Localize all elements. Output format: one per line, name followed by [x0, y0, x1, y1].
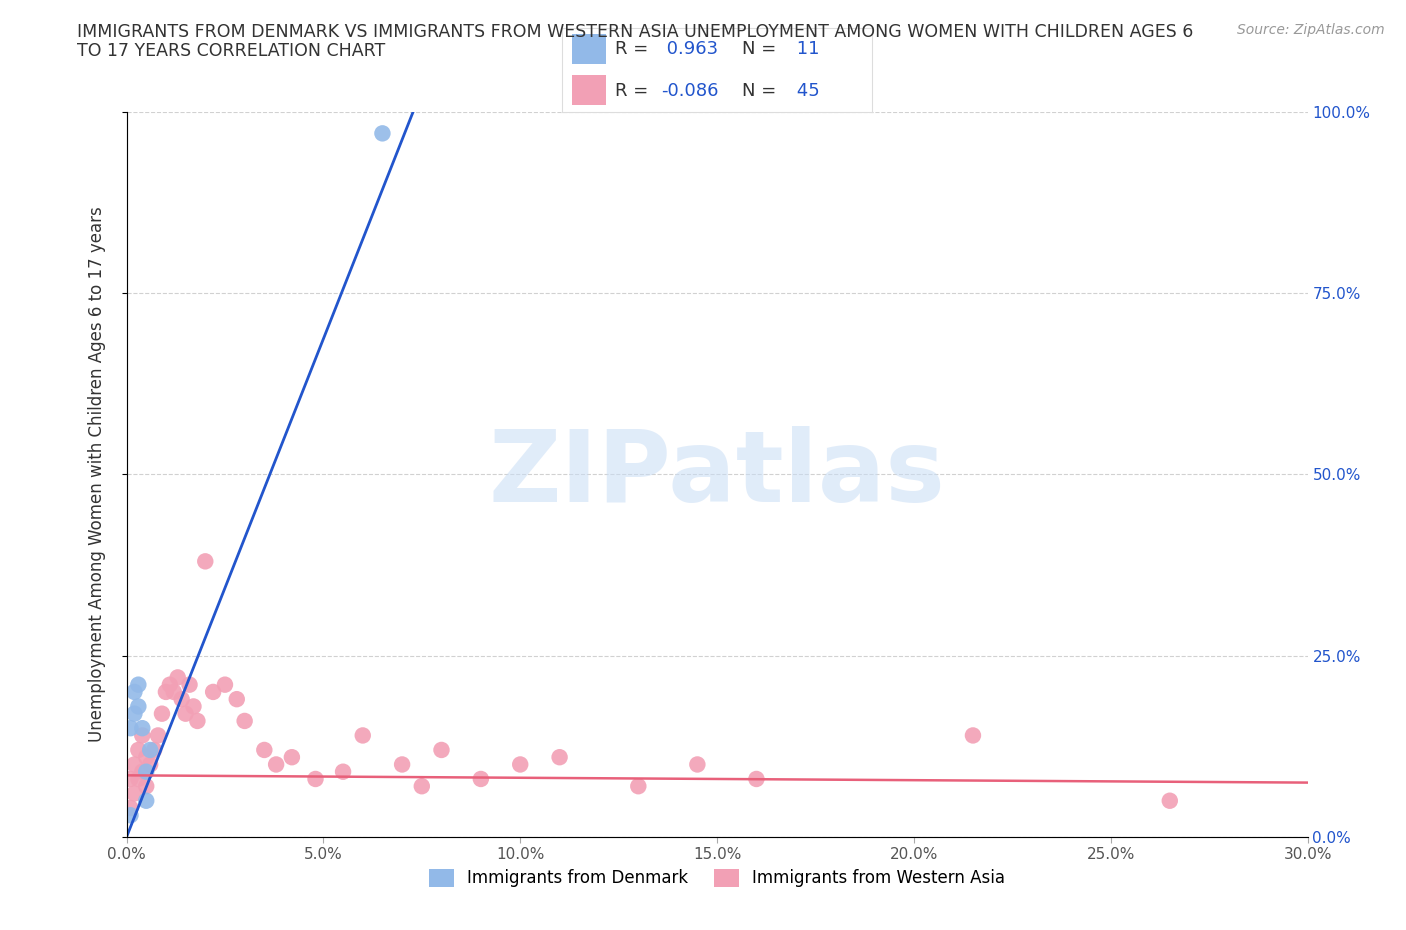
Point [214, 677, 236, 692]
Text: Source: ZipAtlas.com: Source: ZipAtlas.com [1237, 23, 1385, 37]
Text: R =: R = [614, 82, 648, 100]
Point [183, 699, 205, 714]
Legend: Immigrants from Denmark, Immigrants from Western Asia: Immigrants from Denmark, Immigrants from… [422, 862, 1012, 894]
Point [127, 677, 149, 692]
Point [120, 721, 142, 736]
Bar [572, 74, 606, 105]
Text: TO 17 YEARS CORRELATION CHART: TO 17 YEARS CORRELATION CHART [77, 42, 385, 60]
Point [332, 764, 354, 779]
Point [135, 750, 157, 764]
Point [166, 670, 188, 684]
Point [135, 778, 157, 793]
Text: N =: N = [742, 82, 776, 100]
Point [124, 684, 146, 699]
Point [120, 808, 142, 823]
Point [159, 677, 181, 692]
Point [155, 684, 177, 699]
Text: ZIPatlas: ZIPatlas [489, 426, 945, 523]
Point [139, 757, 162, 772]
Point [264, 757, 287, 772]
Point [127, 699, 149, 714]
Point [745, 772, 768, 787]
Point [202, 684, 225, 699]
Point [281, 750, 304, 764]
Point [127, 742, 149, 757]
Y-axis label: Unemployment Among Women with Children Ages 6 to 17 years: Unemployment Among Women with Children A… [87, 206, 105, 742]
Point [174, 706, 197, 721]
Point [146, 728, 169, 743]
Point [548, 750, 571, 764]
Point [127, 772, 149, 787]
Point [411, 778, 433, 793]
Point [131, 721, 153, 736]
Text: IMMIGRANTS FROM DENMARK VS IMMIGRANTS FROM WESTERN ASIA UNEMPLOYMENT AMONG WOMEN: IMMIGRANTS FROM DENMARK VS IMMIGRANTS FR… [77, 23, 1194, 41]
Point [686, 757, 709, 772]
Point [627, 778, 650, 793]
Point [135, 764, 157, 779]
Point [150, 706, 173, 721]
Point [135, 793, 157, 808]
Point [163, 684, 186, 699]
Text: 0.963: 0.963 [661, 40, 718, 58]
Point [430, 742, 453, 757]
Point [143, 742, 166, 757]
Point [179, 677, 201, 692]
Point [253, 742, 276, 757]
Point [509, 757, 531, 772]
Point [391, 757, 413, 772]
Point [186, 713, 208, 728]
Point [352, 728, 374, 743]
Point [131, 764, 153, 779]
Point [371, 126, 394, 140]
Text: 45: 45 [792, 82, 820, 100]
Text: -0.086: -0.086 [661, 82, 718, 100]
Point [170, 692, 193, 707]
Text: N =: N = [742, 40, 776, 58]
Point [131, 728, 153, 743]
Bar [572, 33, 606, 64]
Point [139, 742, 162, 757]
Point [962, 728, 984, 743]
Point [225, 692, 247, 707]
Point [124, 786, 146, 801]
Point [120, 801, 142, 816]
Point [194, 554, 217, 569]
Point [124, 757, 146, 772]
Point [124, 706, 146, 721]
Point [1159, 793, 1181, 808]
Text: 11: 11 [792, 40, 820, 58]
Text: R =: R = [614, 40, 648, 58]
Point [304, 772, 326, 787]
Point [233, 713, 256, 728]
Point [120, 772, 142, 787]
Point [470, 772, 492, 787]
